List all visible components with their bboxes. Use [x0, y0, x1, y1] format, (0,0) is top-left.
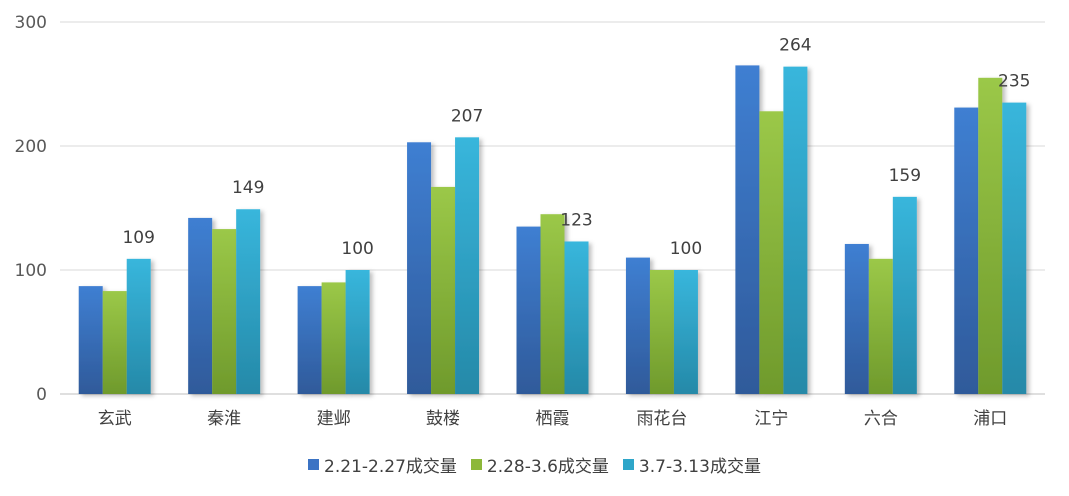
bar-建邺-series-3: [345, 270, 370, 394]
legend-swatch: [622, 459, 634, 470]
x-tick-label: 江宁: [754, 409, 788, 429]
bar-六合-series-1: [844, 243, 869, 394]
bar-栖霞-series-3: [564, 241, 589, 394]
bars: [78, 65, 1027, 395]
y-tick-label: 300: [15, 13, 47, 33]
bar-秦淮-series-3: [236, 209, 261, 394]
y-tick-label: 100: [15, 261, 47, 281]
bar-江宁-series-2: [759, 111, 784, 394]
data-label: 149: [232, 178, 264, 198]
bar-秦淮-series-1: [188, 217, 213, 394]
x-tick-label: 建邺: [317, 409, 351, 429]
y-tick-label: 200: [15, 137, 47, 157]
bar-建邺-series-1: [297, 286, 322, 394]
bar-雨花台-series-2: [649, 270, 674, 394]
legend: 2.21-2.27成交量 2.28-3.6成交量 3.7-3.13成交量: [0, 452, 1069, 477]
bar-鼓楼-series-1: [407, 142, 432, 394]
x-tick-label: 秦淮: [207, 409, 241, 429]
bar-浦口-series-3: [1002, 102, 1027, 394]
y-axis-ticks: 0 100 200 300: [15, 13, 47, 405]
x-tick-label: 玄武: [98, 409, 132, 429]
bar-江宁-series-1: [735, 65, 760, 395]
data-label: 100: [341, 239, 373, 259]
x-tick-label: 浦口: [973, 409, 1007, 429]
legend-swatch: [470, 459, 482, 470]
legend-swatch: [308, 459, 320, 470]
data-label: 235: [998, 72, 1030, 92]
legend-item-2: 2.28-3.6成交量: [470, 452, 609, 477]
x-tick-label: 栖霞: [536, 409, 570, 429]
bar-玄武-series-1: [78, 286, 103, 394]
bar-鼓楼-series-2: [431, 186, 456, 394]
bar-江宁-series-3: [783, 66, 808, 394]
bar-浦口-series-1: [954, 107, 979, 394]
x-axis-ticks: 玄武 秦淮 建邺 鼓楼 栖霞 雨花台 江宁 六合 浦口: [98, 409, 1008, 429]
bar-鼓楼-series-3: [455, 137, 480, 394]
legend-label: 2.21-2.27成交量: [324, 457, 457, 477]
data-label: 159: [889, 166, 921, 186]
data-label: 100: [670, 239, 702, 259]
bar-雨花台-series-1: [625, 257, 650, 394]
legend-label: 2.28-3.6成交量: [486, 457, 609, 477]
x-tick-label: 六合: [864, 409, 898, 429]
legend-label: 3.7-3.13成交量: [638, 457, 761, 477]
data-label: 264: [779, 36, 811, 56]
bar-栖霞-series-2: [540, 214, 565, 394]
bar-玄武-series-2: [102, 291, 127, 394]
bar-玄武-series-3: [126, 258, 151, 394]
x-tick-label: 鼓楼: [426, 409, 460, 429]
data-labels: 109 149 100 207 123 100 264 159 235: [122, 36, 1030, 259]
bar-建邺-series-2: [321, 282, 346, 394]
bar-雨花台-series-3: [673, 270, 698, 394]
bar-六合-series-3: [892, 196, 917, 394]
bar-浦口-series-2: [978, 77, 1003, 395]
data-label: 109: [122, 228, 154, 248]
legend-item-1: 2.21-2.27成交量: [308, 452, 457, 477]
legend-item-3: 3.7-3.13成交量: [622, 452, 761, 477]
x-tick-label: 雨花台: [636, 409, 687, 429]
bar-栖霞-series-1: [516, 226, 541, 394]
y-tick-label: 0: [36, 385, 47, 405]
bar-秦淮-series-2: [212, 229, 237, 394]
data-label: 123: [560, 210, 592, 230]
bar-六合-series-2: [868, 258, 893, 394]
data-label: 207: [451, 106, 483, 126]
